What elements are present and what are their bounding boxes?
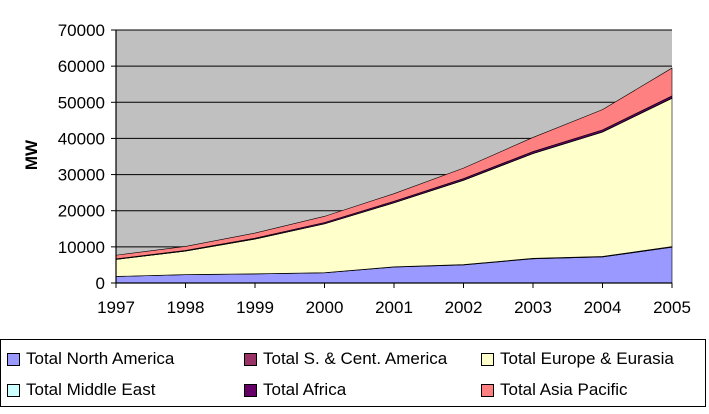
legend-label: Total Africa <box>263 380 347 399</box>
legend-label: Total S. & Cent. America <box>263 349 448 368</box>
y-tick-label: 10000 <box>58 238 105 257</box>
legend-label: Total Europe & Eurasia <box>500 349 674 368</box>
y-tick-label: 60000 <box>58 57 105 76</box>
x-tick-label: 2002 <box>445 298 483 317</box>
legend-swatch <box>7 352 20 366</box>
legend-item-north-america: Total North America <box>7 348 174 370</box>
x-tick-label: 2005 <box>653 298 691 317</box>
y-tick-label: 30000 <box>58 166 105 185</box>
legend: Total North America Total S. & Cent. Ame… <box>0 339 706 407</box>
x-tick-label: 1998 <box>167 298 205 317</box>
legend-item-s-cent-america: Total S. & Cent. America <box>244 348 447 370</box>
x-tick-label: 2000 <box>306 298 344 317</box>
axes <box>111 29 673 288</box>
legend-item-middle-east: Total Middle East <box>7 379 155 401</box>
legend-label: Total Asia Pacific <box>500 380 628 399</box>
legend-item-europe-eurasia: Total Europe & Eurasia <box>481 348 674 370</box>
legend-label: Total North America <box>26 349 175 368</box>
legend-swatch <box>244 383 257 397</box>
y-tick-labels: 0 10000 20000 30000 40000 50000 60000 70000 <box>58 21 105 293</box>
legend-swatch <box>481 383 494 397</box>
legend-swatch <box>244 352 257 366</box>
x-tick-labels: 1997 1998 1999 2000 2001 2002 2003 2004 2005 <box>97 298 691 317</box>
x-tick-label: 2003 <box>514 298 552 317</box>
legend-label: Total Middle East <box>26 380 156 399</box>
x-tick-label: 1999 <box>236 298 274 317</box>
area-total-asia-pacific <box>115 67 673 260</box>
x-tick-label: 1997 <box>97 298 135 317</box>
y-axis-label: MW <box>22 139 41 170</box>
legend-swatch <box>481 352 494 366</box>
x-tick-label: 2001 <box>375 298 413 317</box>
legend-swatch <box>7 383 20 397</box>
y-tick-label: 50000 <box>58 93 105 112</box>
legend-item-asia-pacific: Total Asia Pacific <box>481 379 628 401</box>
y-tick-label: 70000 <box>58 21 105 40</box>
x-tick-label: 2004 <box>584 298 622 317</box>
y-tick-label: 0 <box>96 274 105 293</box>
y-tick-label: 40000 <box>58 129 105 148</box>
legend-item-africa: Total Africa <box>244 379 346 401</box>
y-tick-label: 20000 <box>58 202 105 221</box>
